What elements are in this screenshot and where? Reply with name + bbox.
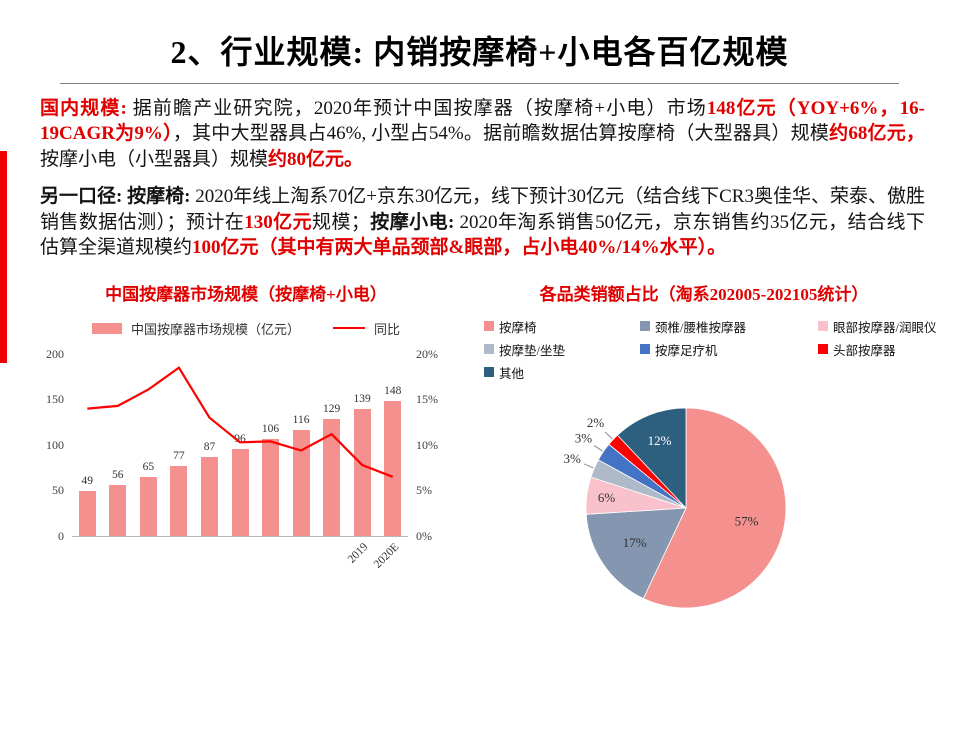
legend-label: 按摩垫/坐垫 [499,343,565,358]
text-run: 国内规模: [40,97,133,119]
left-axis-tick: 200 [46,346,64,361]
text-run: 130亿元 [244,211,313,233]
bar [170,465,188,536]
market-size-chart: 中国按摩器市场规模（按摩椅+小电） 中国按摩器市场规模（亿元） 同比 0 50 10… [36,285,456,638]
legend-item: 按摩椅 [484,317,630,336]
legend-item: 按摩足疗机 [640,340,808,359]
bar [323,418,341,536]
paragraph-alternative-estimate: 另一口径: 按摩椅: 2020年线上淘系70亿+京东30亿元，线下预计30亿元（… [40,184,925,260]
legend-swatch [640,344,650,355]
pie-slice-label: 57% [735,513,759,528]
bar [353,409,371,536]
bar [200,456,218,536]
legend-item: 颈椎/腰椎按摩器 [640,317,808,336]
text-run: 据前瞻产业研究院，2020年预计中国按摩器（按摩椅+小电）市场 [132,97,707,119]
legend-swatch [640,321,650,332]
text-run: 按摩小电（小型器具）规模 [40,148,269,170]
page-title: 2、行业规模: 内销按摩椅+小电各百亿规模 [170,34,789,70]
pie-slice-label: 17% [623,535,647,550]
legend-label: 按摩椅 [499,320,537,335]
left-axis-tick: 50 [52,483,64,498]
pie-slice [616,407,687,509]
legend-item: 头部按摩器 [818,340,944,359]
left-accent-bar [0,151,7,363]
right-axis-tick: 0% [416,528,432,543]
legend-item: 按摩垫/坐垫 [484,340,630,359]
right-y-axis: 0% 5% 10% 15% 20% [414,347,456,543]
legend-label: 头部按摩器 [833,343,896,358]
left-axis-tick: 0 [58,528,64,543]
bar [139,476,157,536]
legend-label: 颈椎/腰椎按摩器 [655,320,746,335]
bar-value-label: 65 [142,460,155,473]
bar [262,439,280,536]
pie-chart-legend: 按摩椅 颈椎/腰椎按摩器 眼部按摩器/润眼仪按摩垫/坐垫 按摩足疗机 头部按摩器其他 [464,317,944,382]
label-leader-line [583,463,594,469]
bar-chart-title: 中国按摩器市场规模（按摩椅+小电） [105,284,387,304]
left-axis-tick: 150 [46,392,64,407]
right-axis-tick: 15% [416,392,438,407]
text-run: 2020年淘系销售50亿元，京东销售约35亿元，结合线下估算全渠道规模约 [40,211,925,259]
text-run: 按摩小电: [369,211,460,233]
pie-slice-label: 6% [598,490,616,505]
pie-plot-area: 57% 17% 6% 3% 3% 2% 12% [536,376,944,638]
text-run: 100亿元（其中有两大单品颈部&眼部，占小电40%/14%水平）。 [192,237,727,259]
bar [292,430,310,536]
text-run: 2020年线上淘系70亿+京东30亿元，线下预计30亿元（结合线下CR3奥佳华、… [40,186,925,233]
pie-chart: 57%17%6%3%3%2%12% [564,407,787,609]
pie-slice-label: 3% [575,430,593,445]
left-axis-tick: 100 [46,437,64,452]
legend-swatch [484,344,494,355]
text-run: 约80亿元。 [268,148,364,170]
text-run: 约68亿元， [829,123,925,145]
bar-chart-legend: 中国按摩器市场规模（亿元） 同比 [36,319,456,338]
pie-slice [642,407,787,609]
legend-swatch [484,321,494,332]
bar-line-plot-area: 0 50 100 150 200 49 56 65 77 87 96 106 116 129 139 148… [36,347,456,600]
legend-label: 其他 [499,366,525,381]
legend-item: 眼部按摩器/润眼仪 [818,317,944,336]
pie-slice-label: 12% [648,433,672,448]
text-run: 另一口径: 按摩椅: [40,186,196,208]
bar [78,491,96,536]
legend-item: 其他 [484,363,630,382]
legend-label: 眼部按摩器/润眼仪 [833,320,937,335]
plot-area: 49 56 65 77 87 96 106 116 129 139 148 2019 2020E [72,354,408,571]
bar-value-label: 148 [384,385,402,398]
bar-value-label: 49 [81,475,94,488]
pie-slice [585,507,687,599]
bar [384,401,402,536]
paragraph-domestic-scale: 国内规模: 据前瞻产业研究院，2020年预计中国按摩器（按摩椅+小电）市场148… [40,96,925,172]
left-y-axis: 0 50 100 150 200 [36,347,66,543]
right-axis-tick: 20% [416,346,438,361]
bar-series-label: 中国按摩器市场规模（亿元） [130,321,300,337]
category-share-chart: 各品类销额占比（淘系202005-202105统计） 按摩椅 颈椎/腰椎按摩器 眼部… [464,285,944,638]
bar-series-swatch [91,322,122,334]
text-run: ，其中大型器具占46%, 小型占54%。据前瞻数据估算按摩椅（大型器具）规模 [172,123,830,145]
pie-slice-label: 2% [587,415,605,430]
bar [231,448,249,536]
label-leader-line [593,445,603,452]
text-run: 规模； [312,211,370,233]
right-axis-tick: 5% [416,483,432,498]
charts-row: 中国按摩器市场规模（按摩椅+小电） 中国按摩器市场规模（亿元） 同比 0 50 10… [0,285,959,638]
text-run: 148亿元（YOY+6%，16-19CAGR为9%） [40,97,925,145]
legend-swatch [818,344,828,355]
bar [109,484,127,536]
right-axis-tick: 10% [416,437,438,452]
report-slide: 2、行业规模: 内销按摩椅+小电各百亿规模 国内规模: 据前瞻产业研究院，202… [0,34,959,753]
title-divider [60,82,899,84]
legend-label: 按摩足疗机 [655,343,718,358]
legend-swatch [818,321,828,332]
pie-slice-label: 3% [564,451,582,466]
legend-swatch [484,367,494,378]
pie-chart-title: 各品类销额占比（淘系202005-202105统计） [539,284,869,304]
bar-value-label: 116 [292,414,310,427]
label-leader-line [604,431,613,440]
line-series-label: 同比 [374,321,401,337]
line-series-swatch [333,327,365,330]
